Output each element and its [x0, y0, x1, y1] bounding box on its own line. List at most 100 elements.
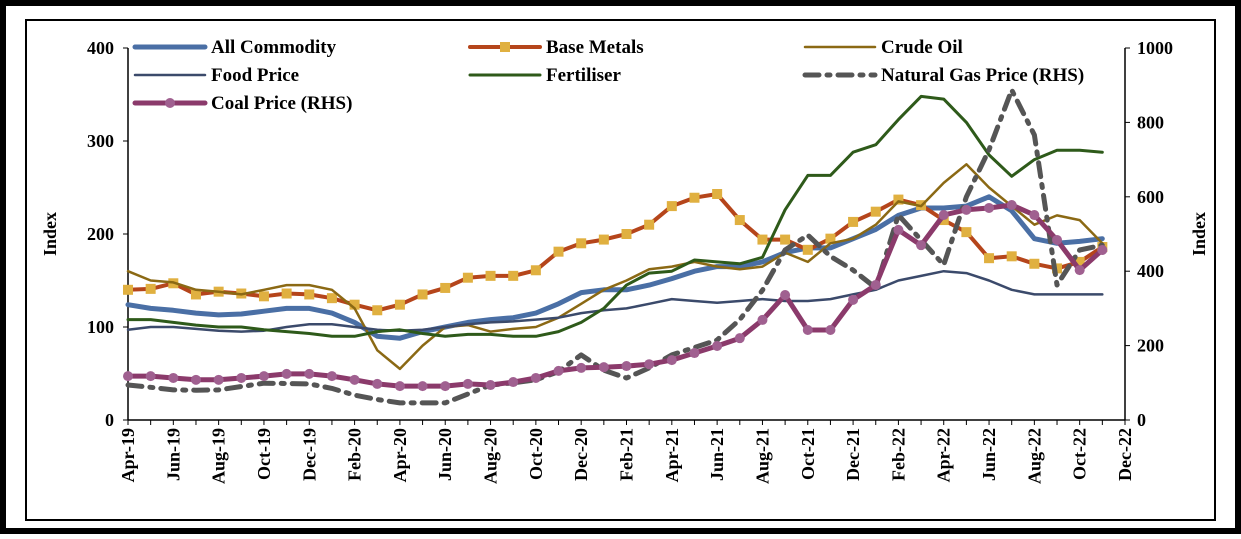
x-tick-label: Aug-20 — [481, 428, 501, 484]
x-tick-label: Apr-20 — [390, 428, 410, 482]
data-marker — [803, 325, 813, 335]
data-marker — [1052, 235, 1062, 245]
y2-tick-label: 0 — [1137, 410, 1146, 430]
data-marker — [984, 203, 994, 213]
data-marker — [282, 289, 292, 299]
y-tick-label: 400 — [87, 38, 114, 58]
data-marker — [214, 375, 224, 385]
x-tick-label: Dec-20 — [571, 428, 591, 481]
x-tick-label: Dec-19 — [299, 428, 319, 481]
x-tick-label: Apr-22 — [934, 428, 954, 482]
x-tick-label: Oct-19 — [254, 428, 274, 480]
data-marker — [757, 235, 767, 245]
data-marker — [531, 373, 541, 383]
data-marker — [418, 289, 428, 299]
data-marker — [463, 273, 473, 283]
data-marker — [1029, 259, 1039, 269]
data-marker — [259, 371, 269, 381]
x-tick-label: Aug-21 — [752, 428, 772, 484]
data-marker — [1097, 245, 1107, 255]
data-marker — [440, 283, 450, 293]
series-line — [128, 271, 1102, 331]
data-marker — [372, 305, 382, 315]
data-marker — [599, 362, 609, 372]
data-marker — [395, 300, 405, 310]
data-marker — [350, 375, 360, 385]
x-tick-label: Apr-19 — [118, 428, 138, 482]
data-marker — [622, 229, 632, 239]
series-line — [128, 96, 1102, 336]
data-marker — [372, 379, 382, 389]
y2-tick-label: 1000 — [1137, 38, 1173, 58]
data-marker — [644, 359, 654, 369]
y2-tick-label: 400 — [1137, 261, 1164, 281]
data-marker — [327, 371, 337, 381]
data-marker — [168, 373, 178, 383]
data-marker — [871, 207, 881, 217]
data-marker — [848, 217, 858, 227]
data-marker — [486, 380, 496, 390]
data-marker — [825, 325, 835, 335]
legend-marker — [500, 42, 510, 52]
data-marker — [871, 280, 881, 290]
data-marker — [848, 295, 858, 305]
legend-marker — [165, 98, 175, 108]
x-tick-label: Dec-21 — [843, 428, 863, 481]
y-tick-label: 100 — [87, 317, 114, 337]
y2-axis-label: Index — [1189, 212, 1209, 256]
x-tick-label: Jun-20 — [435, 428, 455, 481]
data-marker — [780, 235, 790, 245]
x-tick-label: Aug-19 — [209, 428, 229, 484]
data-marker — [961, 227, 971, 237]
data-marker — [712, 341, 722, 351]
legend-label: Base Metals — [546, 37, 644, 58]
x-tick-label: Feb-21 — [617, 428, 637, 481]
data-marker — [735, 333, 745, 343]
series-line — [128, 90, 1102, 403]
legend-label: Natural Gas Price (RHS) — [881, 65, 1084, 86]
legend-label: Fertiliser — [546, 65, 621, 86]
data-marker — [418, 381, 428, 391]
data-marker — [440, 381, 450, 391]
data-marker — [916, 240, 926, 250]
data-marker — [667, 355, 677, 365]
data-marker — [712, 189, 722, 199]
x-tick-label: Feb-22 — [888, 428, 908, 481]
data-marker — [259, 291, 269, 301]
x-tick-label: Jun-19 — [163, 428, 183, 481]
chart: Index Index 0100200300400020040060080010… — [0, 0, 1241, 534]
data-marker — [463, 379, 473, 389]
data-marker — [327, 293, 337, 303]
y2-tick-label: 200 — [1137, 336, 1164, 356]
x-tick-label: Aug-22 — [1024, 428, 1044, 484]
data-marker — [395, 381, 405, 391]
data-marker — [554, 247, 564, 257]
x-tick-label: Oct-21 — [798, 428, 818, 480]
data-marker — [236, 373, 246, 383]
x-tick-label: Oct-20 — [526, 428, 546, 480]
data-marker — [961, 205, 971, 215]
x-tick-label: Apr-21 — [662, 428, 682, 482]
data-marker — [1007, 200, 1017, 210]
data-marker — [622, 361, 632, 371]
legend-label: Food Price — [211, 65, 299, 86]
data-marker — [984, 253, 994, 263]
data-marker — [146, 371, 156, 381]
data-marker — [599, 235, 609, 245]
series-line — [128, 164, 1102, 369]
data-marker — [508, 271, 518, 281]
data-marker — [191, 375, 201, 385]
data-marker — [689, 193, 699, 203]
data-marker — [304, 289, 314, 299]
data-marker — [644, 220, 654, 230]
data-marker — [531, 265, 541, 275]
data-marker — [803, 245, 813, 255]
data-marker — [939, 210, 949, 220]
y-axis-label: Index — [40, 212, 60, 256]
series-line — [128, 197, 1102, 338]
data-marker — [123, 285, 133, 295]
x-tick-label: Dec-22 — [1115, 428, 1135, 481]
x-tick-label: Feb-20 — [345, 428, 365, 481]
data-marker — [667, 201, 677, 211]
data-marker — [576, 363, 586, 373]
